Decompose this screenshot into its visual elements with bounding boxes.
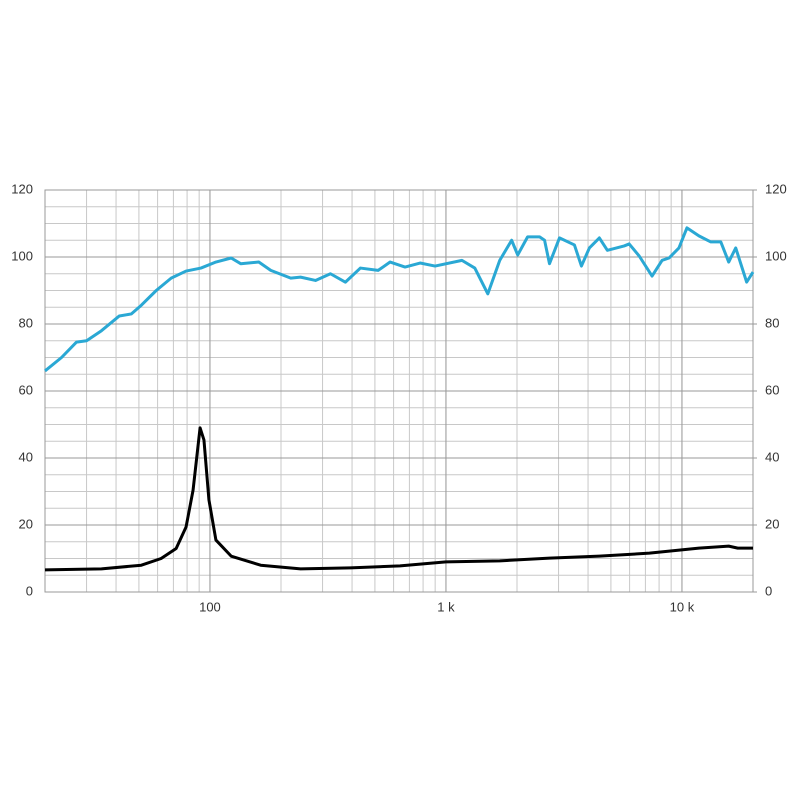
series-line [44, 226, 755, 373]
y-tick-label: 120 [11, 181, 33, 196]
y-tick-label: 20 [19, 516, 33, 531]
y2-tick-label: 0 [765, 583, 772, 598]
y-tick-label: 0 [26, 583, 33, 598]
series-line [44, 426, 753, 572]
y-tick-label: 100 [11, 248, 33, 263]
x-tick-label: 1 k [437, 599, 455, 614]
y-tick-label: 60 [19, 382, 33, 397]
y2-tick-label: 120 [765, 181, 787, 196]
y2-tick-label: 40 [765, 449, 779, 464]
y-tick-label: 40 [19, 449, 33, 464]
plot-frame [44, 189, 754, 593]
y2-tick-label: 80 [765, 315, 779, 330]
x-tick-label: 100 [199, 599, 221, 614]
x-tick-label: 10 k [670, 599, 695, 614]
y-tick-label: 80 [19, 315, 33, 330]
y2-tick-label: 20 [765, 516, 779, 531]
y2-tick-label: 60 [765, 382, 779, 397]
y2-tick-label: 100 [765, 248, 787, 263]
